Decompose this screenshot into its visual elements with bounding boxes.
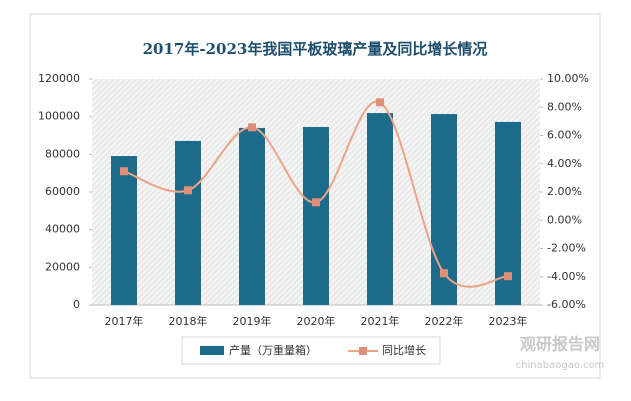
y2-tick-label: -6.00% xyxy=(547,298,586,311)
y-tick-label: 100000 xyxy=(38,110,80,123)
y2-tick-label: 6.00% xyxy=(547,129,582,142)
watermark-url: chinabaogao.com xyxy=(516,360,605,371)
x-tick-label: 2023年 xyxy=(489,314,528,328)
legend-swatch xyxy=(200,346,224,355)
marker xyxy=(504,272,512,281)
bar xyxy=(175,140,201,305)
y-tick-label: 120000 xyxy=(38,72,80,85)
x-tick-label: 2018年 xyxy=(169,314,208,328)
x-tick-label: 2019年 xyxy=(233,314,272,328)
watermark-name: 观研报告网 xyxy=(520,335,600,354)
y-tick-label: 60000 xyxy=(45,185,80,198)
y2-tick-label: 10.00% xyxy=(547,72,589,85)
y2-tick-label: -2.00% xyxy=(547,242,586,255)
legend-swatch xyxy=(359,347,367,355)
marker xyxy=(184,186,192,195)
y-tick-label: 0 xyxy=(73,298,80,311)
chart-title: 2017年-2023年我国平板玻璃产量及同比增长情况 xyxy=(143,40,488,58)
marker xyxy=(312,198,320,207)
y2-tick-label: 0.00% xyxy=(547,213,582,226)
bar xyxy=(111,156,137,305)
legend-box xyxy=(181,336,441,365)
y2-tick-label: 8.00% xyxy=(547,100,582,113)
marker xyxy=(248,123,256,132)
x-tick-label: 2020年 xyxy=(297,314,336,328)
marker xyxy=(440,269,448,278)
y-tick-label: 40000 xyxy=(45,223,80,236)
y2-tick-label: 2.00% xyxy=(547,185,582,198)
x-tick-label: 2022年 xyxy=(425,314,464,328)
bar xyxy=(367,113,393,305)
y2-tick-label: 4.00% xyxy=(547,157,582,170)
x-tick-label: 2017年 xyxy=(105,314,144,328)
y-tick-label: 20000 xyxy=(45,260,80,273)
y2-tick-label: -4.00% xyxy=(547,270,586,283)
legend-label: 同比增长 xyxy=(382,343,426,357)
bar xyxy=(303,127,329,306)
marker xyxy=(120,167,128,176)
legend-label: 产量（万重量箱） xyxy=(229,343,317,357)
marker xyxy=(376,98,384,107)
y-tick-label: 80000 xyxy=(45,147,80,160)
x-tick-label: 2021年 xyxy=(361,314,400,328)
bar xyxy=(239,127,265,305)
